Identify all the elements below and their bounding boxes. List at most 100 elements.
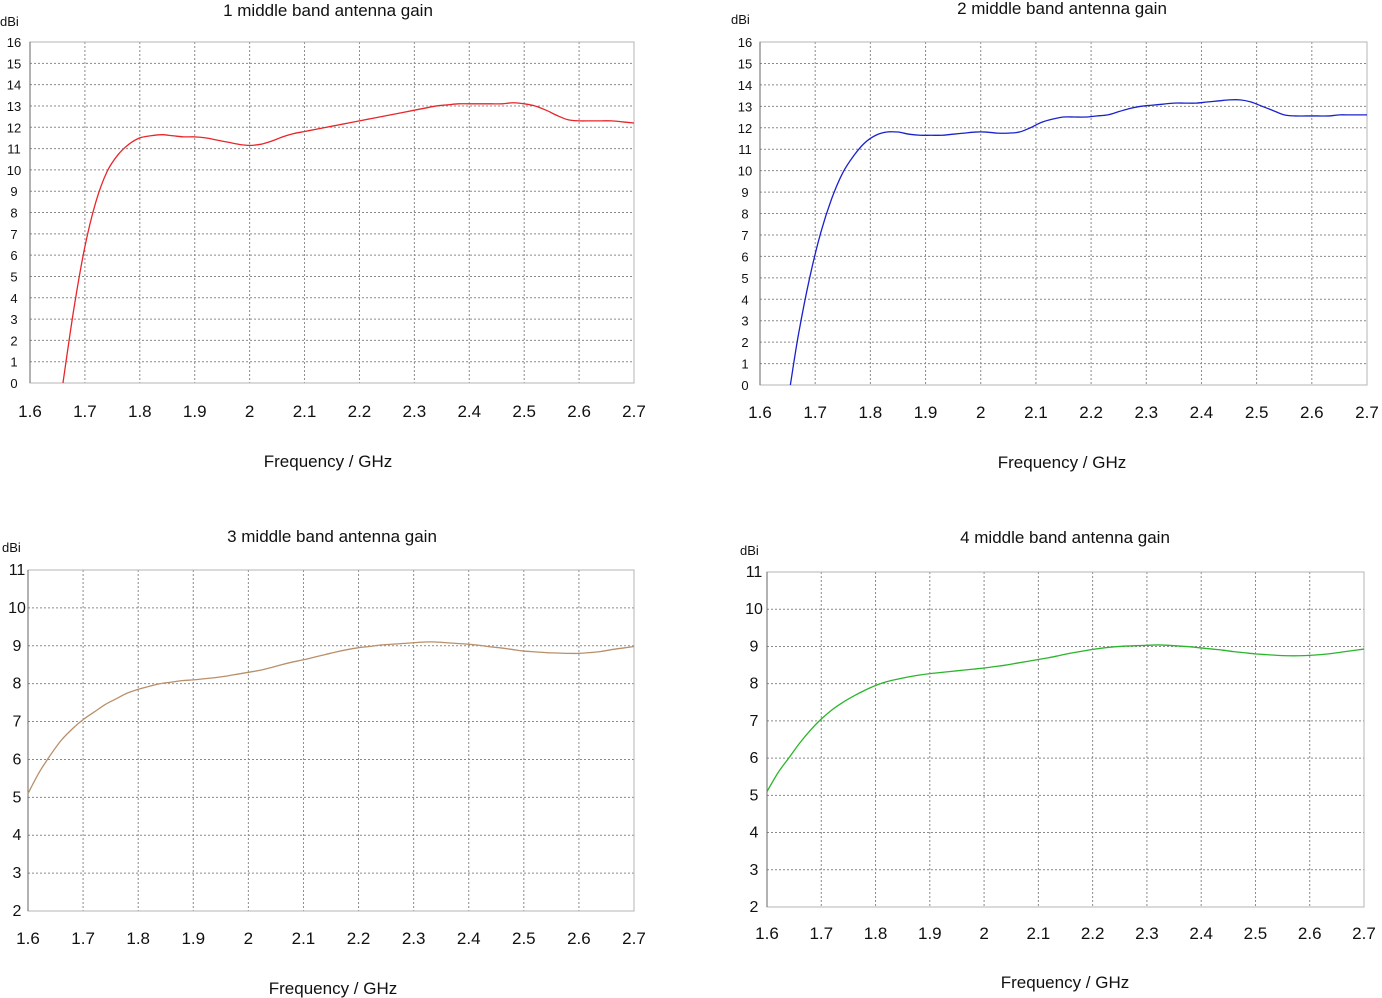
x-tick-label: 2.6 [1298, 924, 1322, 943]
y-tick-label: 1 [10, 355, 17, 370]
x-tick-label: 2.6 [1300, 403, 1324, 422]
y-tick-label: 0 [10, 376, 17, 391]
x-tick-label: 1.7 [803, 403, 827, 422]
y-tick-label: 2 [13, 903, 22, 920]
x-tick-label: 2.2 [348, 402, 372, 421]
x-tick-label: 1.6 [18, 402, 42, 421]
gain-series-line [766, 644, 1365, 792]
y-tick-label: 9 [741, 185, 748, 200]
y-tick-label: 7 [13, 714, 22, 731]
x-tick-label: 2.2 [1079, 403, 1103, 422]
chart-title: 1 middle band antenna gain [223, 1, 433, 20]
x-tick-label: 2.1 [1027, 924, 1051, 943]
y-tick-label: 8 [13, 676, 22, 693]
y-unit-label: dBi [740, 543, 759, 558]
y-tick-label: 7 [750, 713, 759, 730]
x-tick-label: 2.5 [512, 402, 536, 421]
y-tick-label: 13 [7, 99, 21, 114]
y-tick-label: 12 [738, 121, 752, 136]
y-tick-label: 3 [13, 865, 22, 882]
y-tick-label: 10 [738, 164, 752, 179]
y-tick-label: 1 [741, 357, 748, 372]
y-unit-label: dBi [731, 12, 750, 27]
y-tick-label: 7 [10, 227, 17, 242]
grid [30, 42, 634, 383]
x-tick-label: 2.1 [292, 929, 316, 948]
x-tick-label: 2.3 [402, 929, 426, 948]
y-tick-label: 6 [741, 249, 748, 264]
y-tick-label: 2 [750, 899, 759, 916]
x-tick-label: 2.7 [1352, 924, 1376, 943]
y-tick-label: 10 [745, 601, 763, 618]
y-tick-label: 5 [13, 789, 22, 806]
gain-series-line [62, 102, 635, 384]
y-tick-label: 16 [738, 35, 752, 50]
y-tick-label: 4 [741, 292, 748, 307]
y-tick-label: 10 [7, 163, 21, 178]
x-tick-label: 1.8 [864, 924, 888, 943]
x-tick-label: 2.6 [567, 402, 591, 421]
y-tick-label: 5 [10, 269, 17, 284]
y-tick-label: 15 [738, 56, 752, 71]
y-tick-label: 15 [7, 56, 21, 71]
x-tick-label: 2.5 [1245, 403, 1269, 422]
x-tick-label: 2 [976, 403, 985, 422]
x-tick-label: 2.1 [293, 402, 317, 421]
y-tick-label: 4 [10, 291, 17, 306]
x-tick-label: 2.7 [622, 402, 646, 421]
x-tick-label: 2.4 [457, 402, 481, 421]
x-tick-label: 2 [979, 924, 988, 943]
y-tick-label: 8 [750, 676, 759, 693]
y-tick-label: 8 [10, 206, 17, 221]
x-tick-label: 2.7 [1355, 403, 1379, 422]
y-tick-label: 3 [750, 862, 759, 879]
x-tick-label: 2.3 [403, 402, 427, 421]
y-tick-label: 9 [10, 184, 17, 199]
y-tick-label: 16 [7, 35, 21, 50]
y-tick-label: 6 [10, 248, 17, 263]
x-axis-label: Frequency / GHz [269, 979, 398, 998]
x-tick-label: 1.9 [918, 924, 942, 943]
gain-series-line [27, 641, 635, 794]
y-tick-label: 5 [741, 271, 748, 286]
y-tick-label: 3 [741, 314, 748, 329]
grid [760, 42, 1367, 385]
x-axis-label: Frequency / GHz [998, 453, 1127, 472]
y-unit-label: dBi [2, 540, 21, 555]
y-tick-label: 11 [9, 562, 26, 579]
y-tick-label: 11 [746, 564, 763, 581]
plot-frame [27, 569, 635, 912]
plot-frame [759, 41, 1368, 386]
x-tick-label: 2.6 [567, 929, 591, 948]
y-tick-label: 0 [741, 378, 748, 393]
x-tick-label: 2.3 [1134, 403, 1158, 422]
chart-3: 3 middle band antenna gain dBi 2 3 4 5 6 7 8 9 10 1… [2, 527, 646, 998]
y-tick-label: 9 [750, 638, 759, 655]
x-tick-label: 2.7 [622, 929, 646, 948]
x-tick-label: 2.3 [1135, 924, 1159, 943]
x-tick-label: 2 [244, 929, 253, 948]
x-axis-label: Frequency / GHz [264, 452, 393, 471]
y-tick-label: 5 [750, 787, 759, 804]
x-tick-label: 2 [245, 402, 254, 421]
y-unit-label: dBi [0, 14, 19, 29]
y-tick-label: 7 [741, 228, 748, 243]
y-tick-label: 2 [10, 333, 17, 348]
y-tick-label: 3 [10, 312, 17, 327]
x-tick-label: 1.7 [71, 929, 95, 948]
grid [767, 572, 1364, 907]
x-tick-label: 1.7 [73, 402, 97, 421]
x-tick-label: 2.5 [1244, 924, 1268, 943]
chart-title: 3 middle band antenna gain [227, 527, 437, 546]
x-axis-label: Frequency / GHz [1001, 973, 1130, 992]
x-tick-label: 1.8 [859, 403, 883, 422]
x-tick-label: 1.6 [755, 924, 779, 943]
chart-title: 2 middle band antenna gain [957, 0, 1167, 18]
x-tick-label: 1.8 [126, 929, 150, 948]
x-tick-label: 1.8 [128, 402, 152, 421]
y-tick-label: 6 [750, 750, 759, 767]
x-tick-label: 1.6 [748, 403, 772, 422]
y-tick-label: 14 [738, 78, 752, 93]
gain-series-line [789, 99, 1367, 386]
